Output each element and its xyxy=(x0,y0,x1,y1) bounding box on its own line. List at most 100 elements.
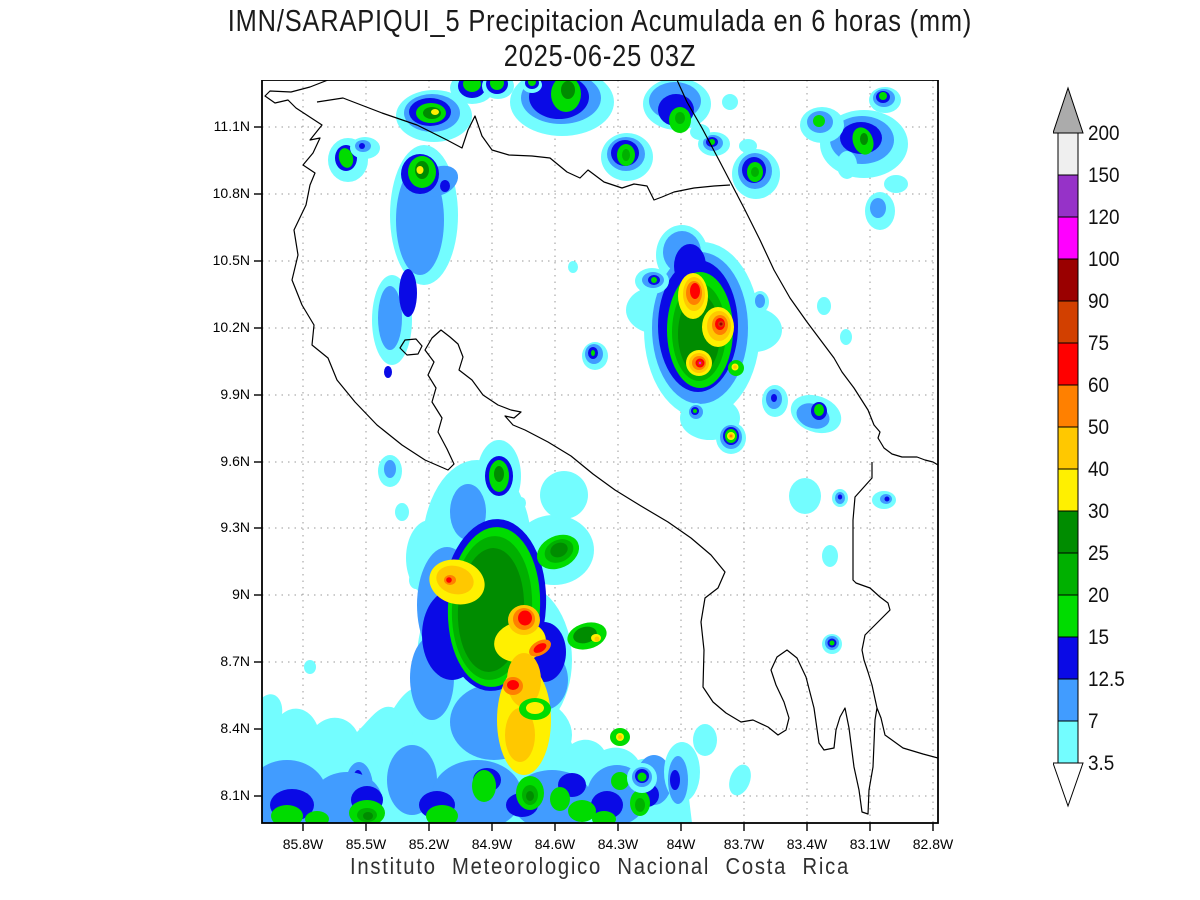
coastline xyxy=(852,462,891,709)
precip-cell xyxy=(733,365,737,369)
colorbar-segment xyxy=(1057,426,1079,470)
precip-cell xyxy=(813,115,825,127)
coastline xyxy=(316,97,731,201)
lon-tick-label: 84.3W xyxy=(597,836,639,852)
precip-cell xyxy=(550,787,570,811)
precip-colorbar xyxy=(1052,80,1093,845)
institution-footer: Instituto Meteorologico Nacional Costa R… xyxy=(349,853,850,879)
precip-cell xyxy=(693,724,717,756)
colorbar-level-label: 7 xyxy=(1088,710,1099,733)
precip-cell xyxy=(670,770,680,790)
colorbar-level-label: 200 xyxy=(1088,122,1120,145)
coastline-layer xyxy=(264,80,938,815)
precip-cell xyxy=(635,798,645,812)
precip-cell xyxy=(751,167,759,177)
lon-tick-label: 84.6W xyxy=(534,836,576,852)
plot-valid-time: 2025-06-25 03Z xyxy=(503,38,697,73)
colorbar-level-label: 50 xyxy=(1088,416,1110,439)
colorbar-segment xyxy=(1057,384,1079,428)
precip-cell xyxy=(884,496,890,502)
colorbar-segment xyxy=(1057,720,1079,764)
precip-cell xyxy=(271,805,303,823)
colorbar-overflow-arrow xyxy=(1052,86,1084,134)
colorbar-level-label: 120 xyxy=(1088,206,1120,229)
precip-cell xyxy=(722,94,738,110)
colorbar-segment xyxy=(1057,636,1079,680)
colorbar-level-label: 15 xyxy=(1088,626,1110,649)
lon-tick-label: 83.4W xyxy=(786,836,828,852)
precip-cell xyxy=(304,660,316,674)
precip-cell xyxy=(395,503,409,521)
precip-cell xyxy=(540,471,588,519)
precip-cell xyxy=(594,636,600,642)
colorbar-level-label: 30 xyxy=(1088,500,1110,523)
precip-cell xyxy=(611,772,629,790)
coastline xyxy=(676,80,938,466)
lat-tick-label: 9.3N xyxy=(220,519,250,535)
lat-tick-label: 11.1N xyxy=(213,118,250,134)
coastline xyxy=(264,80,938,815)
map-background xyxy=(262,80,938,823)
plot-title-block: IMN/SARAPIQUI_5 Precipitacion Acumulada … xyxy=(0,3,1200,73)
precip-cell xyxy=(533,643,547,653)
colorbar-segment xyxy=(1057,678,1079,722)
precip-cell xyxy=(690,283,700,299)
precip-cell xyxy=(771,394,777,402)
precip-cell xyxy=(729,764,751,796)
lon-tick-label: 84W xyxy=(666,836,696,852)
lat-tick-label: 9N xyxy=(232,586,250,602)
precip-cell xyxy=(426,805,458,823)
colorbar-underflow-arrow xyxy=(1052,762,1084,808)
precip-cell xyxy=(814,404,824,416)
colorbar-segment xyxy=(1057,132,1079,176)
colorbar-segment xyxy=(1057,258,1079,302)
lat-tick-label: 10.5N xyxy=(212,252,250,268)
precip-cell xyxy=(431,109,439,115)
colorbar-segment xyxy=(1057,594,1079,638)
precip-cell xyxy=(837,151,857,179)
precip-cell xyxy=(338,148,354,168)
map-frame xyxy=(261,79,939,824)
lat-tick-label: 8.4N xyxy=(220,720,250,736)
precip-cell xyxy=(472,770,496,802)
precip-cell xyxy=(528,80,536,86)
precip-cell xyxy=(359,143,365,149)
colorbar-segment xyxy=(1057,552,1079,596)
precip-cell xyxy=(879,92,887,100)
precip-cell xyxy=(591,350,595,356)
latlon-grid xyxy=(262,80,938,823)
precip-cell xyxy=(690,124,710,140)
lon-tick-label: 83.7W xyxy=(723,836,765,852)
precip-cell xyxy=(573,626,597,644)
precip-cell xyxy=(637,772,647,782)
precip-cell xyxy=(494,466,504,482)
lon-tick-label: 84.9W xyxy=(471,836,513,852)
precip-cell xyxy=(378,286,402,350)
precip-cell xyxy=(507,680,519,690)
precip-cell xyxy=(829,640,835,646)
colorbar-segment xyxy=(1057,216,1079,260)
colorbar-level-label: 3.5 xyxy=(1088,752,1115,775)
precip-cell xyxy=(618,735,622,739)
colorbar-segment xyxy=(1057,300,1079,344)
precip-cell xyxy=(755,294,765,308)
precip-cell xyxy=(384,366,392,378)
lon-tick-label: 85.5W xyxy=(345,836,387,852)
lon-tick-label: 85.2W xyxy=(408,836,450,852)
precip-cell xyxy=(698,361,702,365)
precip-cell xyxy=(719,322,723,326)
precip-cell xyxy=(440,180,450,192)
lat-tick-label: 9.6N xyxy=(220,453,250,469)
precip-cell xyxy=(568,800,596,822)
precip-cell xyxy=(592,811,616,823)
precip-cell xyxy=(651,277,657,283)
precip-cell xyxy=(550,542,568,558)
colorbar-level-label: 100 xyxy=(1088,248,1120,271)
precip-cell xyxy=(416,166,424,174)
colorbar-segment xyxy=(1057,510,1079,554)
precip-cell xyxy=(505,708,535,762)
colorbar-level-label: 150 xyxy=(1088,164,1120,187)
gulf-island-outline xyxy=(399,338,423,356)
precip-cell xyxy=(622,149,630,161)
colorbar-segment xyxy=(1057,468,1079,512)
